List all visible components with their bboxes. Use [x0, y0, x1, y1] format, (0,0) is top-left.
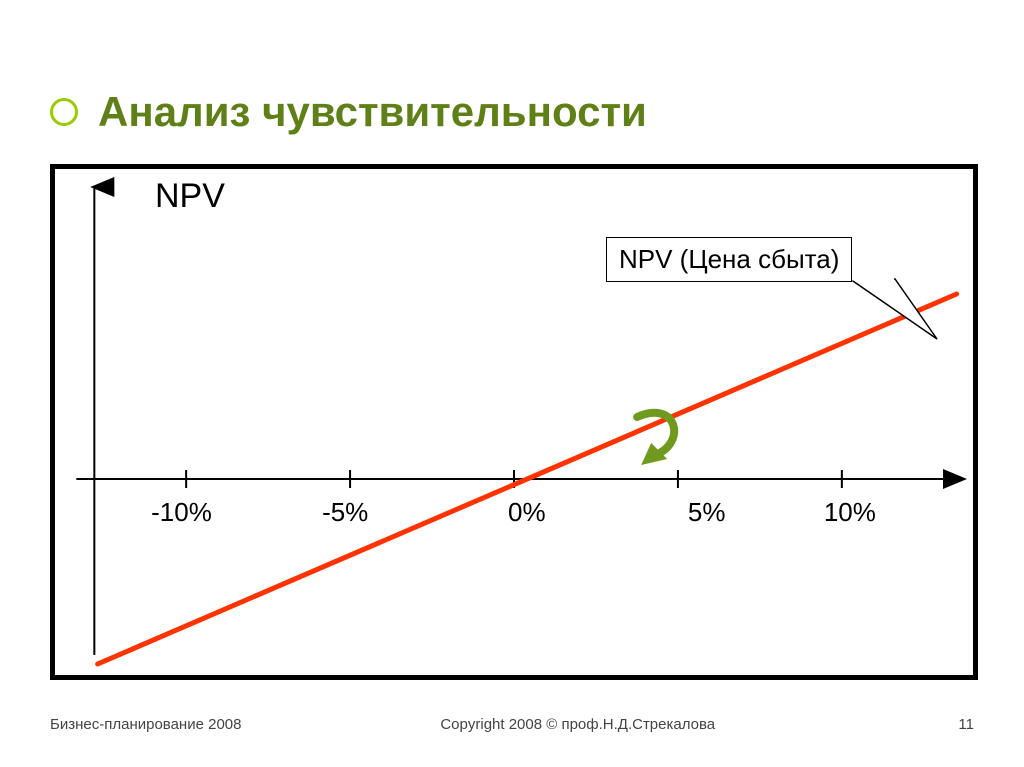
x-tick-label: 10%	[824, 497, 876, 528]
footer-left: Бизнес-планирование 2008	[50, 716, 241, 733]
x-tick-label: -10%	[151, 497, 212, 528]
x-tick-label: 5%	[688, 497, 726, 528]
x-tick-label: 0%	[508, 497, 546, 528]
footer-page: 11	[914, 716, 974, 733]
x-tick-label: -5%	[322, 497, 368, 528]
footer: Бизнес-планирование 2008 Copyright 2008 …	[50, 716, 974, 733]
chart-frame: NPV NPV (Цена сбыта) -10% -5% 0% 5% 10%	[50, 164, 978, 680]
footer-center: Copyright 2008 © проф.Н.Д.Стрекалова	[241, 716, 914, 733]
slide-title-row: Анализ чувствительности	[50, 88, 647, 136]
slide: Анализ чувствительности NPV NPV (Цена сб…	[0, 0, 1024, 767]
y-axis-label: NPV	[155, 177, 225, 216]
line-callout-label: NPV (Цена сбыта)	[606, 237, 852, 282]
slide-title: Анализ чувствительности	[98, 88, 647, 136]
title-bullet-icon	[50, 98, 78, 126]
